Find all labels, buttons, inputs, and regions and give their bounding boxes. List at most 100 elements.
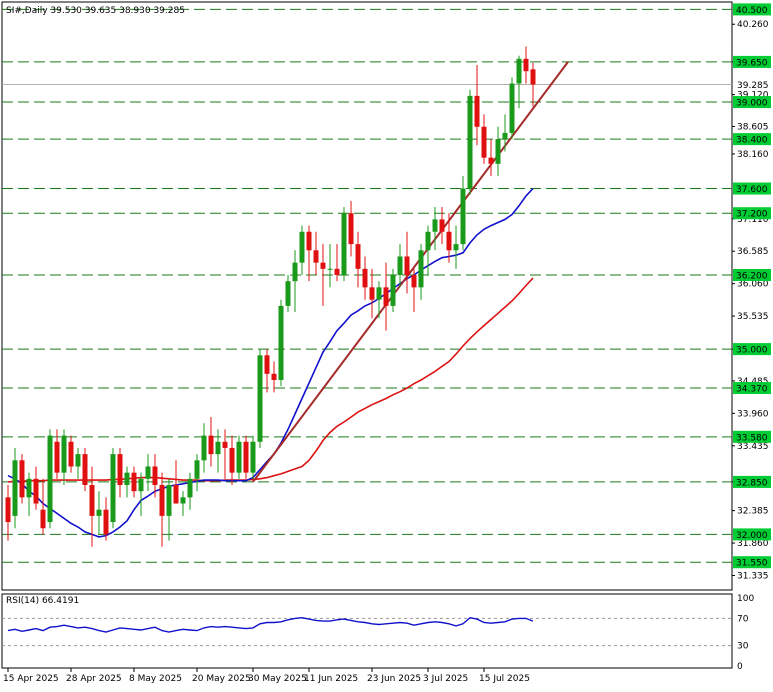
level-badge <box>733 556 771 569</box>
candle-body <box>460 188 466 245</box>
level-badge <box>733 343 771 356</box>
candle-body <box>306 231 312 251</box>
candle-body <box>215 441 221 455</box>
candle-body <box>425 231 431 251</box>
date-tick-label: 20 May 2025 <box>192 674 251 684</box>
candle-body <box>467 95 473 189</box>
candle-body <box>124 472 130 485</box>
current-price-label: 39.285 <box>737 81 769 91</box>
candle-body <box>180 497 186 504</box>
date-tick-label: 15 Jul 2025 <box>479 674 530 684</box>
candle-body <box>103 509 109 535</box>
candle-body <box>131 472 137 492</box>
price-tick-label: 35.535 <box>737 312 769 322</box>
candle-body <box>446 231 452 251</box>
price-tick-label: 36.585 <box>737 247 769 257</box>
level-badge <box>733 528 771 541</box>
rsi-line <box>7 616 534 633</box>
date-tick-label: 30 May 2025 <box>248 674 307 684</box>
candle-body <box>250 441 256 473</box>
level-badge-label: 38.400 <box>736 136 768 146</box>
candle-body <box>82 454 88 485</box>
candle-body <box>355 244 361 269</box>
candle-body <box>159 485 165 516</box>
chart-title: SI#,Daily 39.530 39.635 38.930 39.285 <box>6 6 185 16</box>
candle-body <box>138 478 144 492</box>
level-badge <box>733 382 771 395</box>
level-badge-label: 32.850 <box>736 478 768 488</box>
level-badge-label: 34.370 <box>736 385 768 395</box>
candle-body <box>12 460 18 516</box>
candle-body <box>19 460 25 498</box>
candle-body <box>313 250 319 263</box>
candle-body <box>278 305 284 380</box>
price-tick-label: 33.960 <box>737 409 769 419</box>
candle-body <box>285 281 291 306</box>
date-tick-label: 23 Jun 2025 <box>367 674 421 684</box>
candle-body <box>110 454 116 523</box>
candle-body <box>376 287 382 300</box>
candle-body <box>299 231 305 263</box>
candle-body <box>432 219 438 232</box>
candle-body <box>453 244 459 251</box>
candle-body <box>75 454 81 467</box>
price-tick-label: 32.385 <box>737 507 769 517</box>
price-tick-label: 33.435 <box>737 442 769 452</box>
candle-body <box>187 478 193 498</box>
level-badge-label: 37.600 <box>736 185 768 195</box>
level-badge <box>733 96 771 109</box>
candle-body <box>348 213 354 245</box>
rsi-tick-label: 30 <box>737 642 749 652</box>
candle-body <box>439 219 445 232</box>
candle-body <box>390 275 396 306</box>
level-badge-label: 39.650 <box>736 58 768 68</box>
rsi-label: RSI(14) 66.4191 <box>6 596 79 606</box>
level-badge-label: 31.550 <box>736 559 768 569</box>
candle-body <box>61 435 67 473</box>
candle-body <box>418 250 424 288</box>
level-badge <box>733 430 771 443</box>
candle-body <box>166 485 172 516</box>
level-badge <box>733 475 771 488</box>
candle-body <box>320 262 326 269</box>
rsi-indicator: 100 70 30 0 <box>2 594 754 672</box>
level-badge-label: 40.500 <box>736 6 768 16</box>
candle-body <box>26 478 32 498</box>
candle-body <box>523 58 529 72</box>
candle-body <box>502 132 508 140</box>
candle-body <box>5 497 11 523</box>
slow-ma-line <box>7 277 534 483</box>
candle-body <box>152 466 158 485</box>
candle-body <box>117 454 123 485</box>
price-tick-label: 39.120 <box>737 91 769 101</box>
candle-body <box>362 268 368 288</box>
level-badge <box>733 269 771 281</box>
level-badge-label: 39.000 <box>736 99 768 109</box>
date-axis: 15 Apr 2025 28 Apr 2025 8 May 2025 20 May 2… <box>3 668 530 684</box>
candle-body <box>488 157 494 164</box>
candle-body <box>257 355 263 442</box>
price-tick-label: 31.860 <box>737 539 769 549</box>
candle-body <box>404 256 410 275</box>
level-badge <box>733 3 771 16</box>
level-badge-label: 35.000 <box>736 346 768 356</box>
rsi-tick-label: 0 <box>737 662 743 672</box>
candle-body <box>243 441 249 473</box>
trendline <box>252 61 569 483</box>
price-tick-label: 34.485 <box>737 377 769 387</box>
price-tick-label: 38.605 <box>737 122 769 132</box>
candle-body <box>194 460 200 479</box>
level-badge <box>733 133 771 146</box>
candle-body <box>383 287 389 306</box>
candle-body <box>236 441 242 473</box>
trendline-segment <box>252 61 569 483</box>
candle-body <box>516 58 522 84</box>
candle-body <box>47 435 53 523</box>
level-badge <box>733 207 771 220</box>
candle-body <box>33 478 39 504</box>
level-badge <box>733 55 771 68</box>
level-badge-label: 37.200 <box>736 210 768 220</box>
candle-body <box>173 485 179 504</box>
date-tick-label: 28 Apr 2025 <box>66 674 122 684</box>
